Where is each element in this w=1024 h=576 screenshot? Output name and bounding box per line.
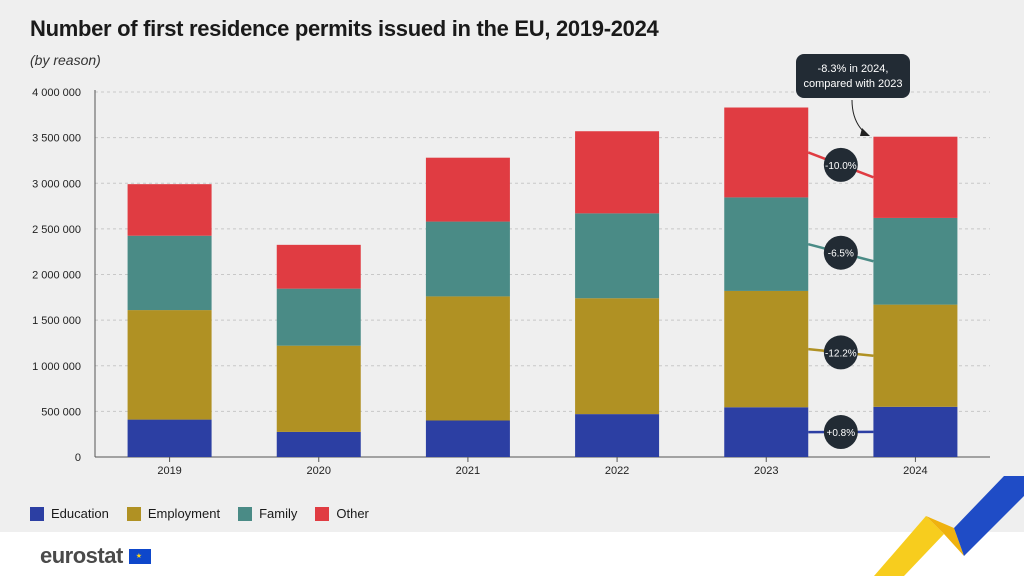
bar-employment-2022 bbox=[575, 298, 660, 415]
legend-item-family: Family bbox=[238, 506, 297, 521]
change-label-employment: -12.2% bbox=[825, 348, 857, 359]
bar-family-2022 bbox=[575, 213, 660, 299]
chart-subtitle: (by reason) bbox=[30, 52, 101, 68]
footer-bar bbox=[0, 532, 1024, 576]
legend-item-education: Education bbox=[30, 506, 109, 521]
bar-employment-2023 bbox=[724, 290, 809, 408]
logo-text: eurostat bbox=[40, 543, 123, 568]
eu-flag-icon bbox=[128, 548, 151, 564]
x-tick-label: 2021 bbox=[456, 465, 480, 477]
callout-arrow-head bbox=[860, 128, 870, 136]
callout-arrow-line bbox=[851, 99, 867, 135]
legend-swatch-education bbox=[30, 506, 44, 521]
x-tick-label: 2019 bbox=[157, 465, 181, 477]
y-tick-label: 1 000 000 bbox=[32, 361, 81, 373]
legend-label-education: Education bbox=[51, 506, 109, 521]
change-badge-education bbox=[823, 415, 858, 450]
bar-employment-2020 bbox=[276, 345, 361, 432]
legend-label-family: Family bbox=[259, 506, 298, 521]
callout-box bbox=[796, 54, 910, 98]
y-tick-label: 500 000 bbox=[41, 406, 81, 418]
bar-employment-2021 bbox=[425, 296, 510, 421]
bar-other-2019 bbox=[127, 184, 212, 236]
legend: Education Employment Family Other bbox=[30, 506, 369, 521]
legend-swatch-employment bbox=[126, 506, 141, 521]
bar-education-2019 bbox=[127, 419, 212, 457]
legend-label-employment: Employment bbox=[147, 506, 221, 521]
legend-item-employment: Employment bbox=[126, 506, 221, 521]
legend-item-other: Other bbox=[315, 506, 369, 521]
legend-swatch-other bbox=[315, 506, 330, 521]
callout-line-1: -8.3% in 2024, bbox=[818, 63, 889, 75]
y-tick-label: 3 500 000 bbox=[32, 133, 81, 145]
x-tick-label: 2024 bbox=[903, 465, 927, 477]
eurostat-logo: eurostat bbox=[40, 543, 151, 569]
change-label-other: -10.0% bbox=[825, 161, 857, 172]
bar-employment-2019 bbox=[127, 310, 212, 420]
bar-other-2022 bbox=[575, 131, 660, 214]
bar-family-2020 bbox=[276, 288, 361, 346]
bar-education-2022 bbox=[575, 414, 660, 457]
x-tick-label: 2023 bbox=[754, 465, 778, 477]
bar-family-2021 bbox=[425, 221, 510, 297]
y-tick-label: 2 500 000 bbox=[32, 224, 81, 236]
bar-other-2021 bbox=[425, 157, 510, 222]
bar-education-2020 bbox=[276, 431, 361, 457]
y-tick-label: 4 000 000 bbox=[32, 87, 81, 99]
bar-family-2019 bbox=[127, 235, 212, 311]
bar-other-2023 bbox=[724, 107, 809, 198]
decorative-corner-graphic bbox=[874, 476, 1024, 576]
change-badge-other bbox=[823, 147, 858, 182]
bar-family-2023 bbox=[724, 197, 809, 291]
change-badge-family bbox=[823, 235, 858, 270]
change-label-education: +0.8% bbox=[827, 428, 856, 439]
change-label-family: -6.5% bbox=[828, 249, 854, 260]
callout-line-2: compared with 2023 bbox=[803, 78, 902, 90]
change-badge-employment bbox=[823, 335, 858, 370]
legend-swatch-family bbox=[238, 506, 253, 521]
bar-family-2024 bbox=[873, 217, 958, 305]
bar-employment-2024 bbox=[873, 304, 958, 407]
bar-other-2020 bbox=[276, 244, 361, 289]
stacked-bar-chart: 0 500 000 1 000 000 1 500 000 2 000 000 2 500… bbox=[32, 54, 990, 477]
y-tick-label: 3 000 000 bbox=[32, 178, 81, 190]
y-tick-label: 1 500 000 bbox=[32, 315, 81, 327]
legend-label-other: Other bbox=[336, 506, 369, 521]
x-tick-label: 2022 bbox=[605, 465, 629, 477]
chart-title: Number of first residence permits issued… bbox=[30, 16, 659, 41]
bar-education-2023 bbox=[724, 407, 809, 457]
y-tick-label: 2 000 000 bbox=[32, 270, 81, 282]
y-tick-label: 0 bbox=[75, 452, 81, 464]
bar-other-2024 bbox=[873, 136, 958, 218]
bar-education-2024 bbox=[873, 406, 958, 457]
x-tick-label: 2020 bbox=[307, 465, 331, 477]
bar-education-2021 bbox=[425, 420, 510, 457]
